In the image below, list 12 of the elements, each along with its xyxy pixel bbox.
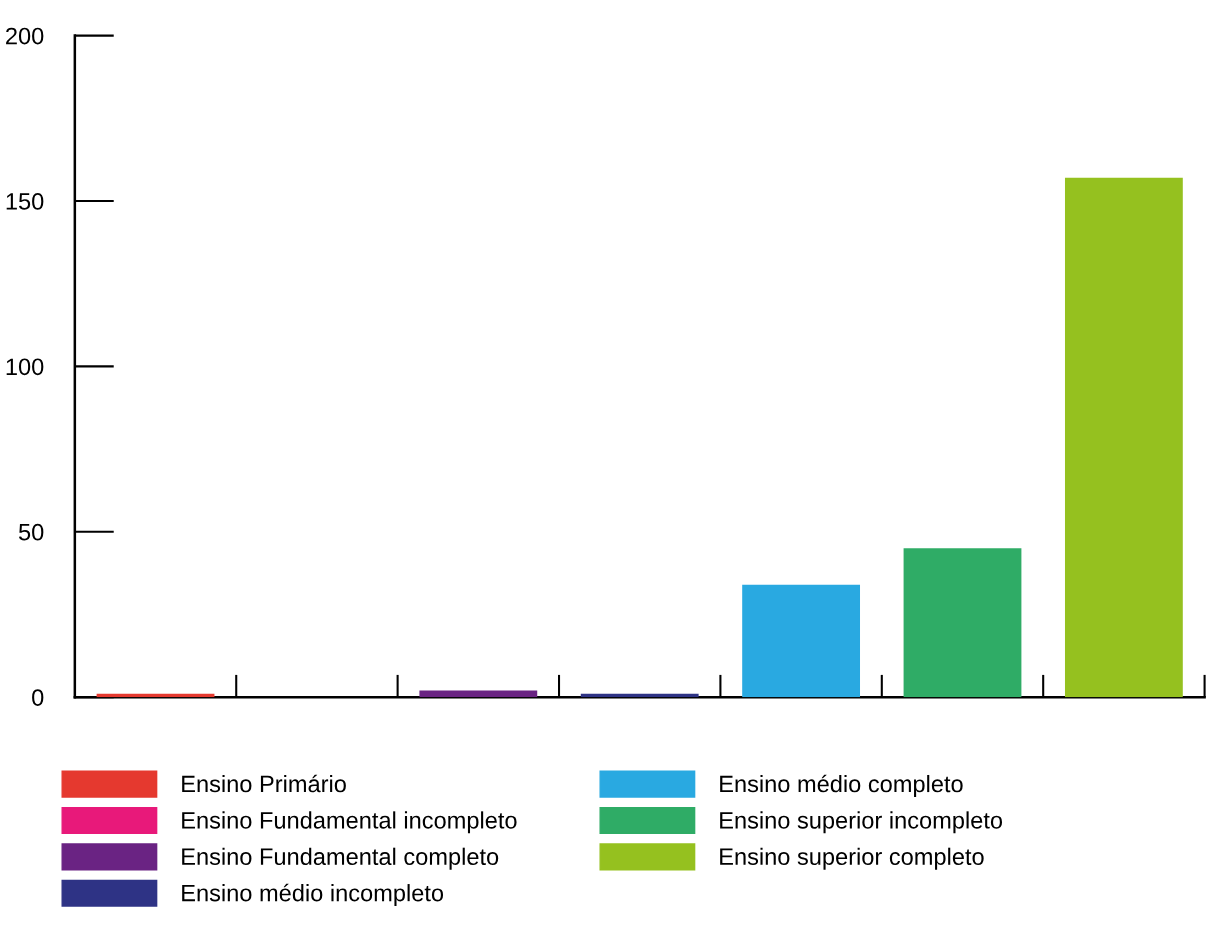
legend-label: Ensino médio incompleto <box>182 883 444 907</box>
legend-label: Ensino superior incompleto <box>720 811 1003 834</box>
legend-label: Ensino Fundamental completo <box>182 847 499 870</box>
legend-label: Ensino Primário <box>182 774 346 793</box>
y-tick-label: 200 <box>6 27 44 45</box>
y-tick-label: 50 <box>18 523 44 541</box>
y-tick-label: 0 <box>32 689 44 706</box>
legend-label: Ensino médio completo <box>720 774 963 797</box>
y-tick-label: 150 <box>6 193 44 210</box>
legend-label: Ensino Fundamental incompleto <box>182 811 517 834</box>
y-tick-label: 100 <box>6 358 44 376</box>
legend-label: Ensino superior completo <box>720 847 984 870</box>
